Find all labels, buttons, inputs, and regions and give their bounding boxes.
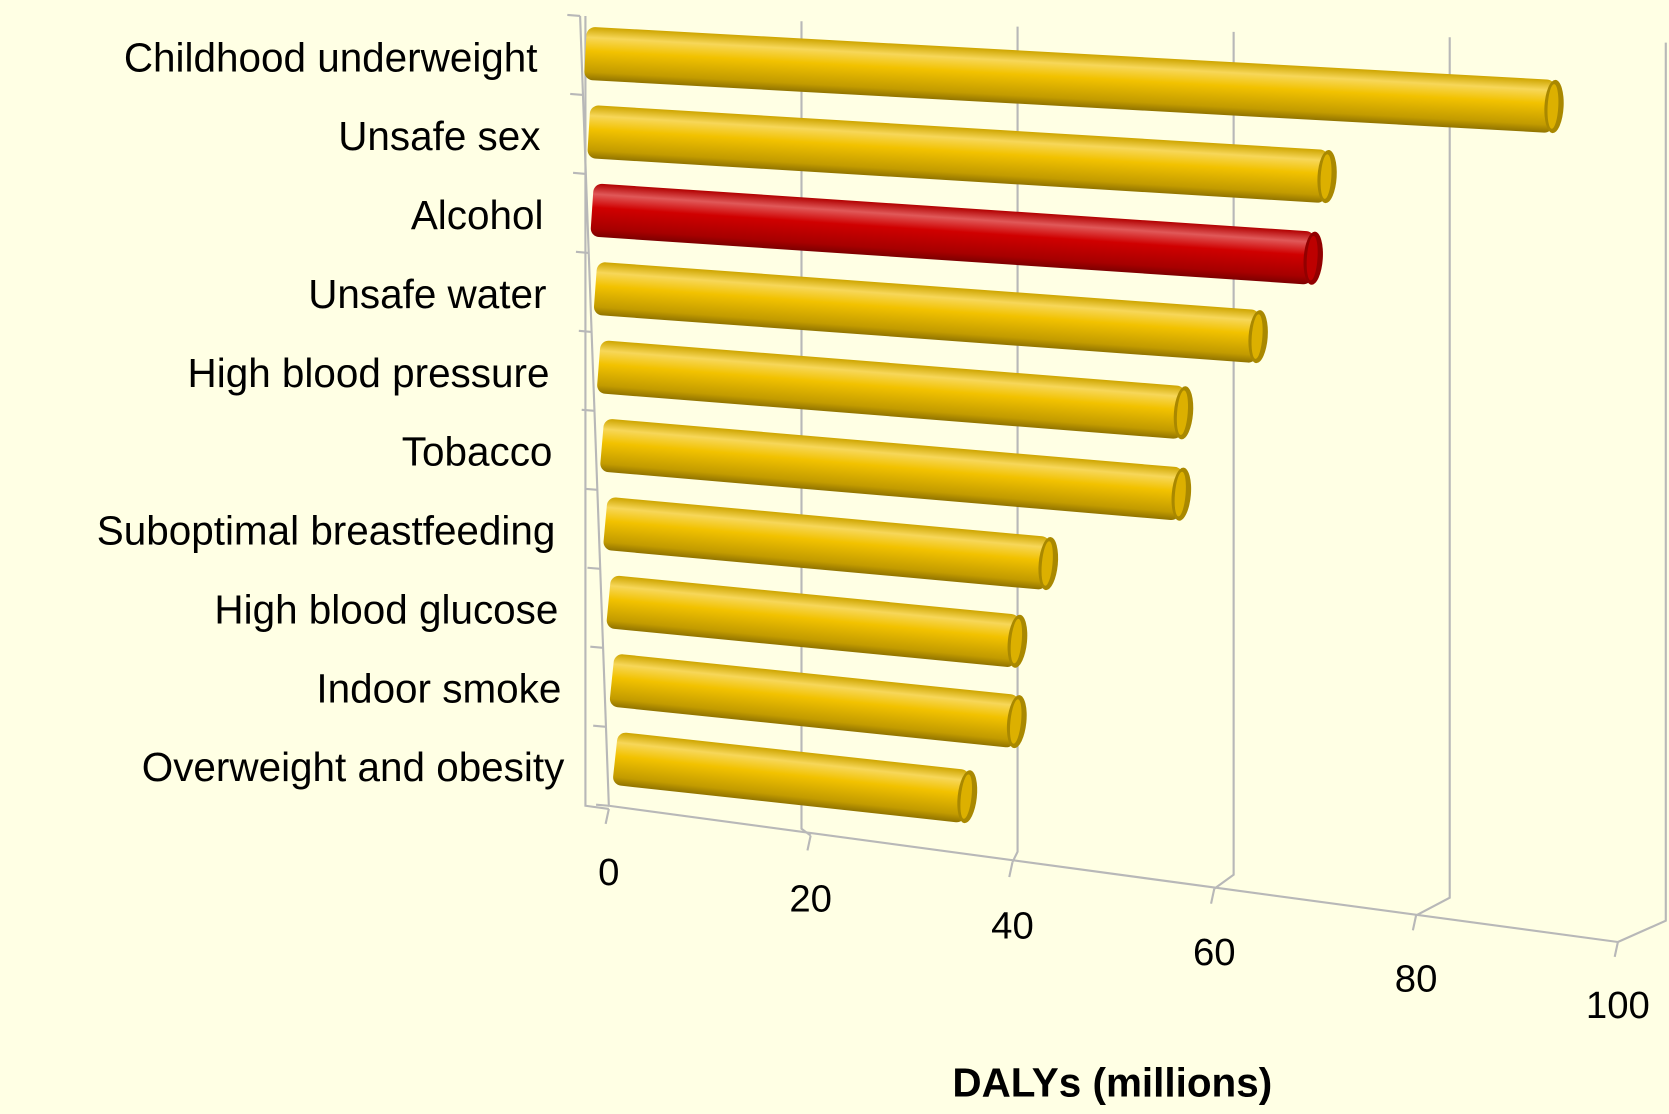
x-tick (1411, 915, 1418, 931)
bar (597, 340, 1194, 440)
x-tick-label: 80 (1395, 958, 1438, 1001)
bar (603, 497, 1059, 591)
y-tick (575, 250, 589, 254)
y-tick (590, 645, 604, 649)
x-tick-label: 100 (1586, 984, 1650, 1027)
grid-line (1617, 42, 1667, 943)
y-tick-label: Childhood underweight (124, 34, 538, 80)
grid-line (584, 15, 609, 810)
bar (587, 105, 1337, 204)
y-tick (567, 13, 581, 18)
y-tick (595, 803, 609, 807)
x-tick-label: 0 (598, 851, 619, 894)
x-tick (1210, 888, 1216, 904)
x-tick-label: 40 (991, 904, 1034, 947)
x-tick (1008, 861, 1014, 878)
bar (600, 419, 1192, 521)
y-tick-label: High blood glucose (214, 586, 558, 632)
x-tick (604, 808, 610, 825)
x-tick-label: 20 (789, 878, 832, 921)
x-axis-title: DALYs (millions) (952, 1059, 1272, 1105)
y-tick (587, 566, 601, 570)
y-tick (584, 487, 598, 491)
y-tick-label: Alcohol (411, 192, 544, 238)
y-tick (572, 171, 586, 175)
bar (584, 27, 1564, 134)
y-tick-label: Tobacco (402, 429, 553, 475)
y-tick-label: Indoor smoke (316, 665, 561, 711)
y-tick-label: Suboptimal breastfeeding (97, 508, 556, 554)
plot: DALYs (millions) 0 20 40 60 80 100 Childhood u… (97, 13, 1667, 1105)
bar (613, 732, 978, 824)
bar (606, 575, 1028, 668)
y-tick-label: High blood pressure (188, 350, 550, 396)
x-tick-label: 60 (1193, 931, 1236, 974)
bar (609, 654, 1027, 749)
y-tick (570, 92, 584, 97)
y-tick (581, 408, 595, 412)
x-tick (806, 835, 812, 851)
x-tick (1613, 941, 1619, 958)
y-tick-label: Unsafe sex (338, 113, 540, 159)
y-tick (593, 724, 607, 728)
bar (593, 262, 1268, 364)
grid-line (1415, 37, 1451, 917)
y-tick-label: Overweight and obesity (142, 744, 565, 790)
y-tick-label: Unsafe water (308, 271, 546, 317)
bar (590, 183, 1323, 285)
